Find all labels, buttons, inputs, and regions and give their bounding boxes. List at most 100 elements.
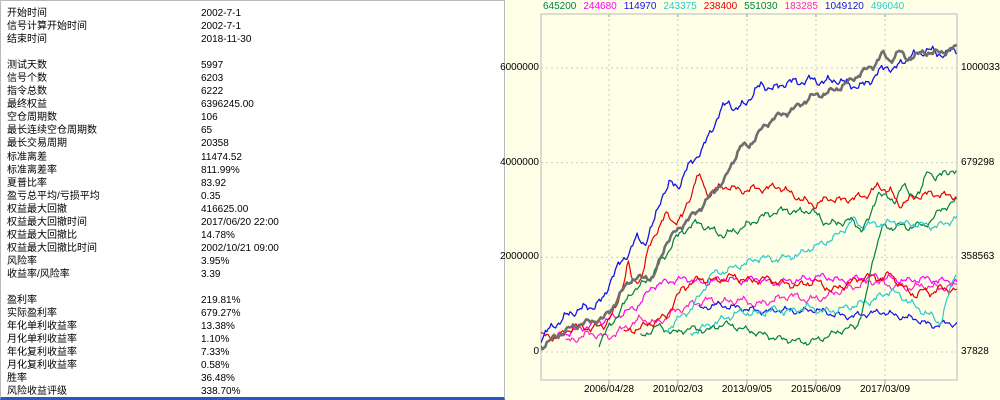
- stat-value: 3.39: [201, 268, 221, 280]
- legend-item: 551030: [744, 1, 778, 12]
- y-axis-right-label: 1000033: [961, 61, 1000, 73]
- stats-row: 年化复利收益率 7.33%: [1, 346, 504, 359]
- stats-row: 信号计算开始时间 2002-7-1: [1, 20, 504, 33]
- x-axis-label: 2006/04/28: [583, 384, 635, 395]
- stat-value: 20358: [201, 138, 229, 150]
- stat-label: 指令总数: [7, 86, 47, 98]
- series-magenta-upper: [552, 272, 957, 339]
- stat-label: 盈亏总平均/亏损平均: [7, 190, 100, 202]
- stats-row: 收益率/风险率 3.39: [1, 268, 504, 281]
- stat-label: 权益最大回撤比时间: [7, 242, 97, 254]
- stat-value: 13.38%: [201, 321, 235, 333]
- stat-label: 测试天数: [7, 60, 47, 72]
- stat-label: 权益最大回撤: [7, 203, 67, 215]
- stat-value: 11474.52: [201, 151, 242, 163]
- stat-label: 年化单利收益率: [7, 321, 77, 333]
- stats-row: 权益最大回撤 416625.00: [1, 203, 504, 216]
- stat-label: 最长交易周期: [7, 138, 67, 150]
- stat-label: 开始时间: [7, 8, 47, 19]
- stat-value: 83.92: [201, 177, 227, 189]
- stats-row: 最终权益 6396245.00: [1, 98, 504, 111]
- stat-label: 权益最大回撤时间: [7, 216, 87, 228]
- stats-row: 风险收益评级 338.70%: [1, 385, 504, 398]
- stat-value: 0.35: [201, 190, 221, 202]
- stats-row: 盈利率 219.81%: [1, 294, 504, 307]
- series-cyan-main: [665, 215, 957, 333]
- stats-row: 指令总数 6222: [1, 85, 504, 98]
- x-axis-label: 2015/06/09: [790, 384, 841, 395]
- stats-row: 夏普比率 83.92: [1, 177, 504, 190]
- legend-item: 645200: [543, 1, 577, 12]
- stat-value: 0.58%: [201, 360, 230, 372]
- x-axis-label: 2013/09/05: [721, 384, 772, 395]
- chart-legend: 645200 244680 114970 243375 238400 551030 1832…: [543, 1, 911, 12]
- stat-value: 2002/10/21 09:00: [201, 242, 279, 254]
- stats-row: 权益最大回撤比时间 2002/10/21 09:00: [1, 242, 504, 255]
- stats-row: 实际盈利率 679.27%: [1, 307, 504, 320]
- stat-label: 胜率: [7, 373, 27, 385]
- x-axis-label: 2017/03/09: [860, 384, 911, 395]
- stats-row: 空仓周期数 106: [1, 111, 504, 124]
- stats-rows: 开始时间 2002-7-1 信号计算开始时间 2002-7-1 结束时间 2018-11-…: [1, 7, 504, 398]
- x-axis-label: 2010/02/03: [652, 384, 703, 395]
- series-red-main: [541, 173, 957, 342]
- stats-row: 年化单利收益率 13.38%: [1, 320, 504, 333]
- series-blue-main: [541, 45, 957, 344]
- stat-value: 7.33%: [201, 347, 230, 359]
- stats-panel: 开始时间 2002-7-1 信号计算开始时间 2002-7-1 结束时间 2018-11-…: [0, 0, 505, 400]
- stat-label: 信号计算开始时间: [7, 21, 87, 33]
- stat-value: 6396245.00: [201, 99, 254, 111]
- stat-label: 月化复利收益率: [7, 360, 77, 372]
- y-axis-left-label: 2000000: [500, 251, 539, 263]
- stats-row: 风险率 3.95%: [1, 255, 504, 268]
- y-axis-left-label: 0: [533, 346, 539, 357]
- stat-value: 338.70%: [201, 386, 241, 398]
- y-axis-right-label: 37828: [961, 346, 989, 357]
- stat-value: 3.95%: [201, 255, 230, 267]
- stat-label: 最长连续空仓周期数: [7, 125, 97, 137]
- stat-label: 收益率/风险率: [7, 268, 70, 280]
- legend-item: 243375: [663, 1, 697, 12]
- stats-row: 标准离差率 811.99%: [1, 164, 504, 177]
- stat-label: 夏普比率: [7, 177, 47, 189]
- stats-row: 权益最大回撤比 14.78%: [1, 229, 504, 242]
- stat-label: 标准离差率: [7, 164, 57, 176]
- stat-value: 2017/06/20 22:00: [201, 216, 279, 228]
- stat-value: 2018-11-30: [201, 34, 252, 46]
- legend-item: 238400: [703, 1, 738, 12]
- stat-label: 标准离差: [7, 151, 47, 163]
- stat-value: 5997: [201, 60, 224, 72]
- legend-item: 114970: [623, 1, 657, 12]
- equity-curves-chart: [540, 13, 958, 384]
- equity-chart-panel: 645200 244680 114970 243375 238400 551030 1832…: [500, 0, 1000, 400]
- stat-label: 结束时间: [7, 34, 47, 46]
- series-magenta-lower: [565, 278, 957, 343]
- stat-value: 65: [201, 125, 213, 137]
- series-red-lower: [623, 271, 957, 335]
- stat-label: 盈利率: [7, 295, 37, 307]
- stat-label: 权益最大回撤比: [7, 229, 77, 241]
- stat-label: 空仓周期数: [7, 112, 57, 124]
- legend-item: 1049120: [824, 1, 864, 12]
- series-green-late-surge: [640, 197, 957, 346]
- stat-label: 信号个数: [7, 73, 47, 85]
- stat-label: 最终权益: [7, 99, 47, 111]
- stats-row: [1, 281, 504, 294]
- stats-row: 盈亏总平均/亏损平均 0.35: [1, 190, 504, 203]
- stat-value: 36.48%: [201, 373, 235, 385]
- stat-label: 风险率: [7, 255, 37, 267]
- stat-value: 811.99%: [201, 164, 240, 176]
- stats-row: 结束时间 2018-11-30: [1, 33, 504, 46]
- stat-value: 106: [201, 112, 218, 124]
- stat-label: 年化复利收益率: [7, 347, 77, 359]
- stat-label: 月化单利收益率: [7, 334, 77, 346]
- y-axis-right-label: 679298: [961, 156, 995, 168]
- y-axis-left-label: 6000000: [500, 61, 539, 73]
- stats-row: 最长交易周期 20358: [1, 137, 504, 150]
- stats-row: 标准离差 11474.52: [1, 151, 504, 164]
- stats-row: 月化单利收益率 1.10%: [1, 333, 504, 346]
- legend-item: 244680: [583, 1, 617, 12]
- y-axis-right-label: 358563: [961, 251, 995, 263]
- stat-label: 风险收益评级: [7, 386, 67, 398]
- stat-value: 1.10%: [201, 334, 230, 346]
